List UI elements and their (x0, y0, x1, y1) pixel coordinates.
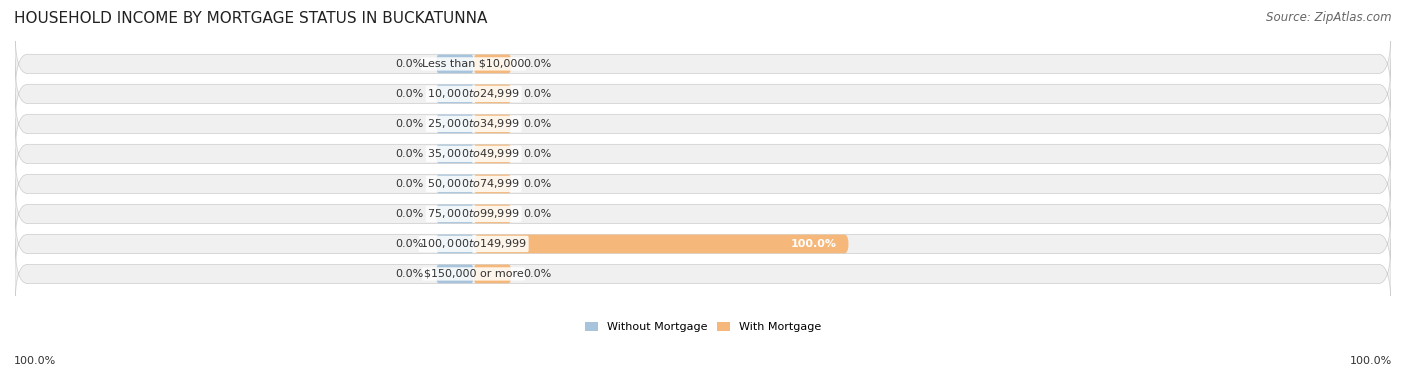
Text: 0.0%: 0.0% (395, 209, 423, 219)
Text: $75,000 to $99,999: $75,000 to $99,999 (427, 207, 520, 221)
FancyBboxPatch shape (15, 179, 1391, 249)
FancyBboxPatch shape (436, 55, 474, 73)
Text: 100.0%: 100.0% (790, 239, 837, 249)
Text: $35,000 to $49,999: $35,000 to $49,999 (427, 147, 520, 161)
Text: 0.0%: 0.0% (395, 89, 423, 99)
Text: $150,000 or more: $150,000 or more (423, 269, 523, 279)
Text: 0.0%: 0.0% (395, 59, 423, 69)
Text: 0.0%: 0.0% (395, 269, 423, 279)
Text: Less than $10,000: Less than $10,000 (422, 59, 524, 69)
FancyBboxPatch shape (436, 84, 474, 103)
Text: $50,000 to $74,999: $50,000 to $74,999 (427, 178, 520, 190)
Text: 0.0%: 0.0% (523, 179, 553, 189)
Text: 0.0%: 0.0% (395, 149, 423, 159)
FancyBboxPatch shape (474, 265, 512, 283)
Text: 100.0%: 100.0% (1350, 356, 1392, 366)
Text: 0.0%: 0.0% (523, 89, 553, 99)
FancyBboxPatch shape (15, 149, 1391, 219)
FancyBboxPatch shape (474, 115, 512, 133)
FancyBboxPatch shape (474, 175, 512, 193)
Text: 100.0%: 100.0% (14, 356, 56, 366)
FancyBboxPatch shape (15, 118, 1391, 189)
Text: Source: ZipAtlas.com: Source: ZipAtlas.com (1267, 11, 1392, 24)
Text: $100,000 to $149,999: $100,000 to $149,999 (420, 238, 527, 250)
Text: 0.0%: 0.0% (523, 119, 553, 129)
FancyBboxPatch shape (436, 205, 474, 223)
Text: 0.0%: 0.0% (395, 119, 423, 129)
FancyBboxPatch shape (15, 58, 1391, 129)
Text: HOUSEHOLD INCOME BY MORTGAGE STATUS IN BUCKATUNNA: HOUSEHOLD INCOME BY MORTGAGE STATUS IN B… (14, 11, 488, 26)
FancyBboxPatch shape (436, 115, 474, 133)
Text: 0.0%: 0.0% (523, 149, 553, 159)
Text: 0.0%: 0.0% (395, 239, 423, 249)
Text: 0.0%: 0.0% (523, 209, 553, 219)
FancyBboxPatch shape (436, 265, 474, 283)
FancyBboxPatch shape (474, 145, 512, 163)
Text: $10,000 to $24,999: $10,000 to $24,999 (427, 87, 520, 100)
FancyBboxPatch shape (436, 175, 474, 193)
Text: $25,000 to $34,999: $25,000 to $34,999 (427, 117, 520, 130)
Text: 0.0%: 0.0% (523, 59, 553, 69)
Legend: Without Mortgage, With Mortgage: Without Mortgage, With Mortgage (581, 318, 825, 337)
Text: 0.0%: 0.0% (523, 269, 553, 279)
FancyBboxPatch shape (436, 145, 474, 163)
FancyBboxPatch shape (436, 234, 474, 253)
FancyBboxPatch shape (474, 234, 849, 253)
FancyBboxPatch shape (474, 205, 512, 223)
Text: 0.0%: 0.0% (395, 179, 423, 189)
FancyBboxPatch shape (15, 239, 1391, 310)
FancyBboxPatch shape (15, 29, 1391, 99)
FancyBboxPatch shape (15, 208, 1391, 279)
FancyBboxPatch shape (474, 84, 512, 103)
FancyBboxPatch shape (15, 89, 1391, 159)
FancyBboxPatch shape (474, 55, 512, 73)
